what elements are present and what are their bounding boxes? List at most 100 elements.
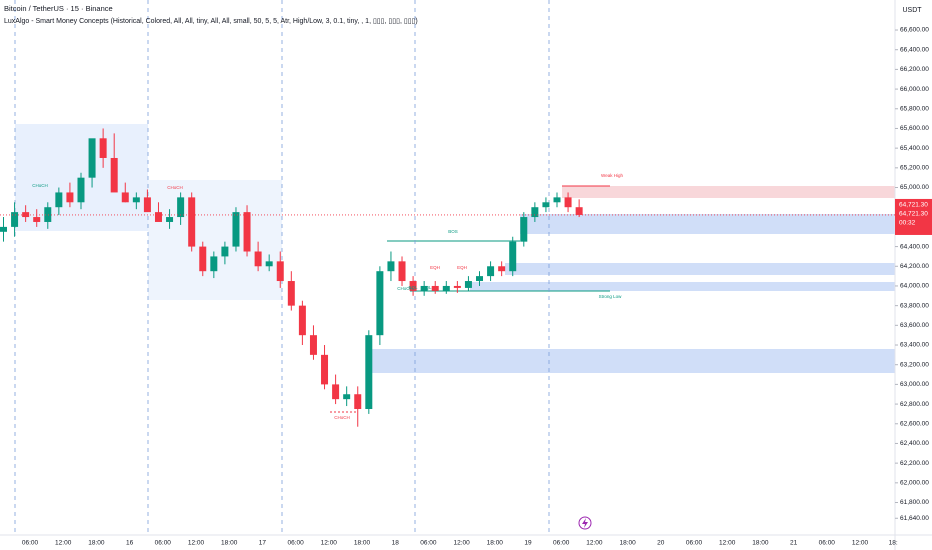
y-tick-label: 62,800.00 <box>900 401 929 408</box>
x-tick-label: 16 <box>126 540 134 547</box>
y-tick-label: 61,800.00 <box>900 499 929 506</box>
x-tick-label: 06:00 <box>686 540 703 547</box>
candle-body <box>298 305 306 336</box>
x-tick-label: 06:00 <box>155 540 172 547</box>
x-tick-label: 06:00 <box>287 540 304 547</box>
candle-body <box>409 281 417 291</box>
candle-body <box>531 207 539 218</box>
y-tick-label: 63,400.00 <box>900 342 929 349</box>
x-tick-label: 06:00 <box>22 540 39 547</box>
candle-body <box>99 138 107 158</box>
candle-body <box>177 197 185 218</box>
y-tick-label: 62,200.00 <box>900 460 929 467</box>
y-tick-label: 66,000.00 <box>900 86 929 93</box>
candle-body <box>265 261 273 267</box>
demand-zone <box>370 349 895 373</box>
candle-body <box>254 251 262 267</box>
demand-zone <box>470 282 895 291</box>
candle-body <box>132 197 140 203</box>
candle-body <box>199 246 207 272</box>
x-tick-label: 19 <box>524 540 532 547</box>
countdown-label: 00:32 <box>899 220 916 227</box>
candle-body <box>453 285 461 288</box>
demand-zone <box>520 214 895 234</box>
annotation: EQH <box>430 265 440 270</box>
event-icon-bolt <box>582 518 588 528</box>
annotation: EQL <box>408 285 418 290</box>
y-tick-label: 64,200.00 <box>900 263 929 270</box>
candle-body <box>564 197 572 208</box>
annotation: CHoCH <box>334 415 350 420</box>
y-tick-label: 66,600.00 <box>900 27 929 34</box>
x-tick-label: 18:00 <box>487 540 504 547</box>
y-tick-label: 66,400.00 <box>900 46 929 53</box>
last-price-label: 64,721.30 <box>899 211 928 218</box>
candle-body <box>276 261 284 282</box>
candle-body <box>542 202 550 208</box>
x-tick-label: 18 <box>392 540 400 547</box>
candle-body <box>354 394 362 410</box>
x-tick-label: 18:00 <box>88 540 105 547</box>
candle-body <box>121 192 129 203</box>
candle-body <box>221 246 229 257</box>
y-tick-label: 62,000.00 <box>900 480 929 487</box>
y-tick-label: 64,400.00 <box>900 243 929 250</box>
chart-title: Bitcoin / TetherUS · 15 · Binance <box>4 4 113 13</box>
x-tick-label: 12:00 <box>453 540 470 547</box>
candle-body <box>166 217 174 222</box>
annotation: Weak High <box>601 173 623 178</box>
x-tick-label: 18:00 <box>354 540 371 547</box>
candle-body <box>143 197 151 213</box>
candle-body <box>442 285 450 291</box>
candle-body <box>210 256 218 272</box>
x-tick-label: 18: <box>889 540 898 547</box>
candle-body <box>0 226 7 232</box>
x-tick-label: 21 <box>790 540 798 547</box>
y-tick-label: 61,640.00 <box>900 515 929 522</box>
candle-body <box>77 177 85 203</box>
candle-body <box>188 197 196 247</box>
x-tick-label: 12:00 <box>321 540 338 547</box>
candle-body <box>88 138 96 178</box>
x-tick-label: 12:00 <box>55 540 72 547</box>
y-tick-label: 63,800.00 <box>900 302 929 309</box>
demand-zone <box>505 263 895 275</box>
candle-body <box>398 261 406 282</box>
candle-body <box>498 266 506 272</box>
annotation: CHoCH <box>167 185 183 190</box>
annotation: Strong Low <box>599 294 623 299</box>
y-tick-label: 63,200.00 <box>900 361 929 368</box>
candle-body <box>321 354 329 385</box>
y-tick-label: 65,600.00 <box>900 125 929 132</box>
x-tick-label: 06:00 <box>819 540 836 547</box>
candle-body <box>154 212 162 222</box>
x-tick-label: 18:00 <box>752 540 769 547</box>
y-tick-label: 65,000.00 <box>900 184 929 191</box>
annotation: EQH <box>457 265 467 270</box>
candle-body <box>55 192 63 208</box>
y-tick-label: 62,600.00 <box>900 420 929 427</box>
candle-body <box>332 384 340 400</box>
y-tick-label: 63,600.00 <box>900 322 929 329</box>
candle-body <box>66 192 74 203</box>
x-tick-label: 20 <box>657 540 665 547</box>
candle-body <box>22 212 30 218</box>
candle-body <box>387 261 395 272</box>
candle-body <box>287 281 295 306</box>
x-tick-label: 12:00 <box>719 540 736 547</box>
x-tick-label: 06:00 <box>420 540 437 547</box>
candle-body <box>343 394 351 400</box>
candle-body <box>431 285 439 291</box>
y-tick-label: 65,800.00 <box>900 105 929 112</box>
candle-body <box>509 241 517 272</box>
candle-body <box>232 212 240 247</box>
candle-body <box>553 197 561 203</box>
annotation: CHoCH <box>397 286 413 291</box>
annotation: EQL <box>422 285 432 290</box>
candle-body <box>476 276 484 282</box>
y-tick-label: 65,400.00 <box>900 145 929 152</box>
candle-body <box>110 157 118 193</box>
last-price-label: 64,721.30 <box>899 202 928 209</box>
candle-body <box>44 207 52 222</box>
candle-body <box>365 335 373 410</box>
